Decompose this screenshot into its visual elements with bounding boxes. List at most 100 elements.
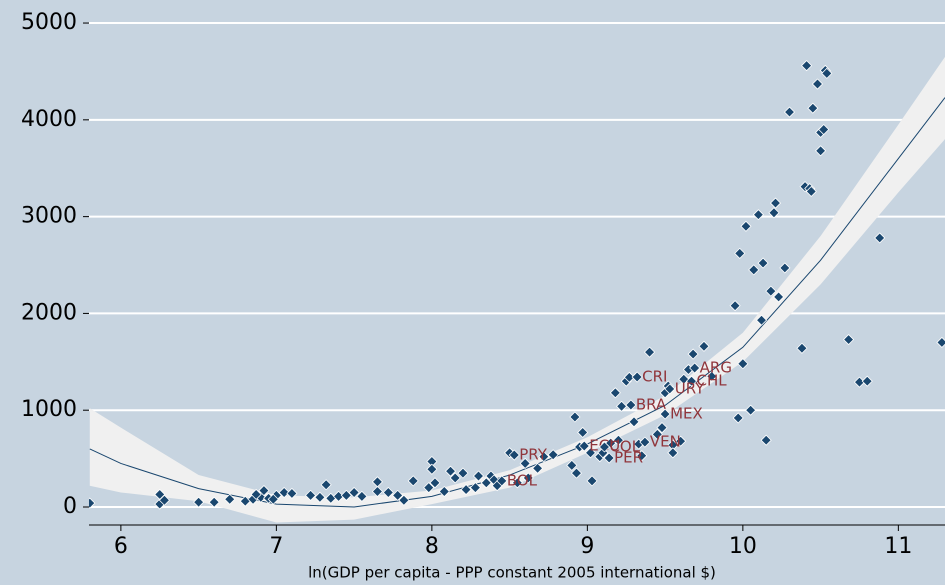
point — [208, 496, 220, 508]
point — [519, 457, 531, 470]
point — [547, 449, 559, 461]
point — [752, 209, 764, 221]
point — [538, 451, 550, 463]
point — [392, 489, 404, 501]
point — [356, 490, 368, 502]
point — [821, 67, 833, 79]
point — [667, 447, 679, 459]
point — [768, 207, 780, 219]
point — [444, 465, 457, 477]
point — [584, 447, 597, 459]
point — [783, 106, 796, 118]
point — [449, 472, 461, 484]
point — [158, 494, 170, 506]
x-tick-label: 8 — [425, 534, 439, 559]
point — [286, 487, 298, 500]
fit-line — [89, 97, 945, 508]
point — [426, 463, 438, 475]
point — [801, 60, 813, 72]
point — [779, 262, 791, 274]
point — [706, 370, 718, 382]
point — [371, 485, 384, 498]
x-tick-label: 7 — [269, 534, 283, 559]
point — [258, 484, 270, 497]
point — [631, 371, 643, 383]
point — [250, 488, 262, 500]
point — [685, 375, 698, 387]
point — [815, 145, 827, 157]
point — [224, 493, 236, 505]
point — [457, 467, 469, 479]
point — [314, 491, 326, 503]
point — [438, 485, 450, 498]
point — [609, 387, 621, 399]
y-tick-label: 3000 — [21, 204, 77, 229]
point — [698, 340, 710, 352]
point — [320, 479, 332, 491]
point — [371, 476, 384, 488]
point — [737, 358, 749, 370]
point — [639, 436, 651, 448]
point — [687, 348, 699, 360]
point — [193, 496, 205, 508]
point — [522, 472, 534, 484]
point — [861, 375, 873, 387]
point — [664, 383, 676, 395]
point — [598, 441, 611, 453]
point — [267, 493, 279, 505]
point — [89, 497, 96, 509]
point-label: URY — [675, 379, 705, 397]
point — [278, 486, 290, 499]
point — [659, 408, 671, 420]
point — [675, 435, 687, 447]
point — [745, 404, 757, 416]
point-label: COL — [609, 437, 640, 455]
point-label: ARG — [700, 359, 732, 377]
point — [843, 333, 855, 346]
point — [496, 475, 508, 487]
point — [460, 484, 472, 496]
x-tick-label: 10 — [729, 534, 757, 559]
point — [656, 422, 668, 434]
point-label: PER — [614, 449, 643, 467]
point-label: BRA — [636, 395, 667, 413]
y-tick-label: 0 — [63, 494, 77, 519]
point — [511, 477, 523, 489]
point — [796, 342, 808, 354]
point — [757, 257, 769, 269]
point — [616, 400, 628, 412]
point — [805, 185, 817, 198]
plot-area: CRIARGCHLURYBRAMEXVENECUCOLPERPRYBOL — [89, 56, 945, 523]
y-tick-label: 2000 — [21, 300, 77, 325]
point — [305, 489, 317, 501]
point — [807, 102, 819, 114]
point — [678, 373, 690, 385]
point — [429, 477, 441, 489]
point — [643, 346, 656, 358]
point — [773, 291, 785, 303]
point — [570, 467, 583, 479]
point — [569, 411, 581, 423]
confidence-band — [89, 56, 945, 523]
point — [689, 362, 701, 374]
point — [508, 449, 520, 461]
point-label: CRI — [642, 368, 667, 386]
point — [532, 462, 544, 474]
x-tick-label: 9 — [580, 534, 594, 559]
point — [818, 123, 830, 136]
point — [874, 232, 886, 244]
point — [586, 475, 598, 487]
point-label: PRY — [519, 446, 548, 464]
point — [765, 285, 777, 297]
point — [469, 482, 481, 494]
point — [651, 428, 663, 440]
point — [628, 416, 640, 428]
point — [407, 475, 419, 487]
point — [348, 486, 360, 499]
point — [636, 450, 648, 462]
point — [612, 434, 625, 446]
point — [748, 264, 760, 276]
point — [936, 336, 945, 349]
